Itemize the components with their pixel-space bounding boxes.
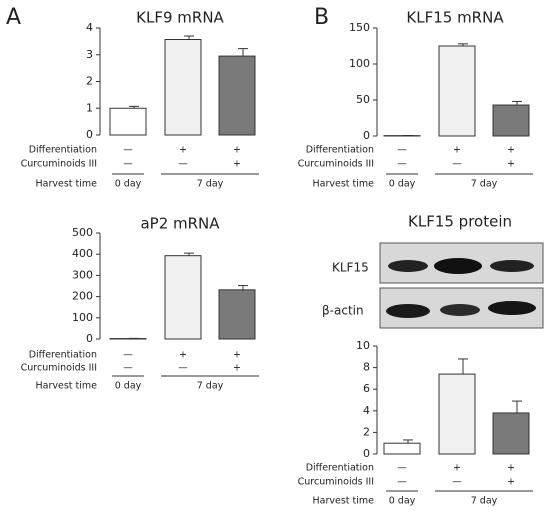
y-tick-label: 2 (86, 75, 93, 88)
condition-value: — (178, 363, 188, 374)
condition-value: — (397, 463, 407, 474)
y-tick-label: 8 (363, 361, 370, 374)
blot-band (386, 304, 430, 318)
harvest-group: 0 day (115, 381, 142, 392)
y-tick-label: 10 (356, 339, 370, 352)
condition-value: — (123, 350, 133, 361)
y-tick-label: 4 (86, 21, 93, 34)
condition-value: + (233, 159, 241, 170)
bar (164, 255, 202, 340)
condition-value: — (452, 159, 462, 170)
chart-title: aP2 mRNA (140, 215, 220, 233)
y-tick-label: 50 (356, 93, 370, 106)
western-blot: KLF15 β-actin (322, 242, 544, 329)
y-tick-label: 6 (363, 382, 370, 395)
y-tick-label: 300 (72, 268, 93, 281)
blot-row-label: KLF15 (332, 261, 369, 275)
y-tick-label: 0 (363, 129, 370, 142)
y-tick-label: 500 (72, 226, 93, 239)
y-tick-label: 4 (363, 404, 370, 417)
y-tick-label: 0 (86, 128, 93, 141)
condition-value: + (507, 477, 515, 488)
condition-value: + (233, 145, 241, 156)
panel-label: A (6, 5, 21, 30)
chart-title: KLF15 mRNA (406, 9, 504, 27)
y-tick-label: 400 (72, 247, 93, 260)
y-tick-label: 150 (349, 21, 370, 34)
panel-label: B (314, 5, 329, 30)
condition-value: — (452, 477, 462, 488)
y-tick-label: 100 (72, 311, 93, 324)
condition-label: Curcuminoids III (21, 363, 97, 374)
condition-value: — (123, 363, 133, 374)
bar (383, 442, 421, 455)
blot-band (434, 258, 482, 274)
bar (218, 55, 256, 136)
condition-value: + (233, 350, 241, 361)
condition-label: Curcuminoids III (21, 159, 97, 170)
harvest-label: Harvest time (36, 179, 98, 190)
y-tick-label: 2 (363, 425, 370, 438)
harvest-label: Harvest time (313, 179, 375, 190)
condition-value: + (507, 463, 515, 474)
blot-band (388, 260, 428, 272)
bar (492, 104, 530, 137)
harvest-group: 7 day (197, 179, 224, 190)
condition-value: — (397, 477, 407, 488)
condition-label: Curcuminoids III (298, 477, 374, 488)
bar (492, 412, 530, 455)
y-tick-label: 1 (86, 101, 93, 114)
harvest-label: Harvest time (313, 496, 375, 507)
condition-label: Curcuminoids III (298, 159, 374, 170)
condition-value: — (123, 159, 133, 170)
condition-label: Differentiation (29, 350, 97, 361)
condition-value: + (179, 145, 187, 156)
condition-value: — (178, 159, 188, 170)
condition-value: — (397, 159, 407, 170)
condition-label: Differentiation (306, 145, 374, 156)
condition-value: — (397, 145, 407, 156)
bar (109, 107, 147, 136)
harvest-group: 0 day (389, 496, 416, 507)
y-tick-label: 100 (349, 57, 370, 70)
blot-band (490, 260, 534, 272)
harvest-group: 0 day (115, 179, 142, 190)
y-tick-label: 3 (86, 48, 93, 61)
condition-value: + (507, 145, 515, 156)
harvest-group: 7 day (197, 381, 224, 392)
condition-value: + (179, 350, 187, 361)
condition-value: + (507, 159, 515, 170)
condition-label: Differentiation (306, 463, 374, 474)
y-tick-label: 0 (363, 447, 370, 460)
bar (438, 45, 476, 137)
condition-value: + (233, 363, 241, 374)
condition-value: + (453, 145, 461, 156)
blot-band (488, 301, 536, 315)
blot-row-label: β-actin (322, 304, 364, 318)
bar (218, 289, 256, 340)
harvest-group: 7 day (471, 179, 498, 190)
harvest-group: 0 day (389, 179, 416, 190)
chart-title: KLF9 mRNA (136, 9, 224, 27)
blot-band (440, 304, 480, 316)
harvest-group: 7 day (471, 496, 498, 507)
condition-label: Differentiation (29, 145, 97, 156)
harvest-label: Harvest time (36, 381, 98, 392)
y-tick-label: 0 (86, 332, 93, 345)
chart-title: KLF15 protein (408, 213, 512, 231)
condition-value: + (453, 463, 461, 474)
y-tick-label: 200 (72, 290, 93, 303)
bar (164, 39, 202, 136)
bar (438, 373, 476, 455)
condition-value: — (123, 145, 133, 156)
